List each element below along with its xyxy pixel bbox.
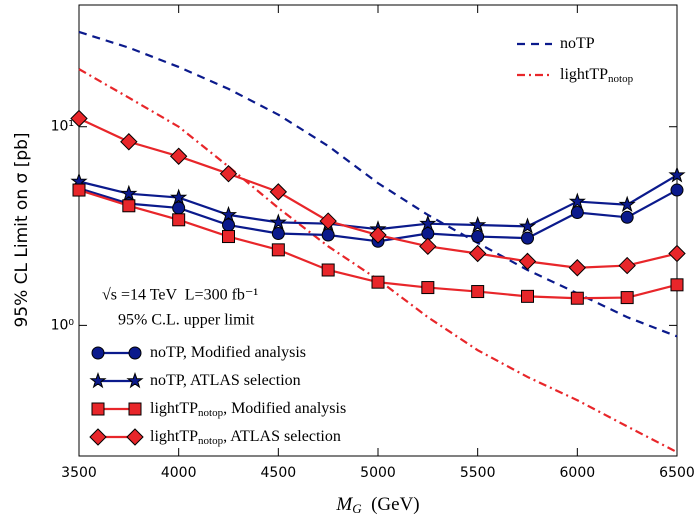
marker xyxy=(72,183,86,197)
x-tick-label: 4000 xyxy=(161,465,197,481)
marker xyxy=(120,133,138,151)
marker xyxy=(570,291,584,305)
marker xyxy=(618,195,636,213)
legend-label: noTP, ATLAS selection xyxy=(150,372,301,389)
marker xyxy=(321,263,335,277)
marker xyxy=(668,166,686,183)
marker xyxy=(518,217,537,234)
legend-name: noTP xyxy=(560,35,595,52)
annotation: 95% C.L. upper limit xyxy=(118,312,255,329)
x-tick-label: 5500 xyxy=(460,465,496,481)
legend-name: noTP xyxy=(150,344,185,361)
marker xyxy=(172,213,186,227)
marker xyxy=(518,252,537,271)
x-label-main: M xyxy=(335,494,353,515)
marker xyxy=(120,184,138,202)
marker xyxy=(670,278,684,292)
marker xyxy=(668,244,686,263)
x-tick-label: 5000 xyxy=(360,465,396,481)
y-axis-label: 95% CL Limit on σ [pb] xyxy=(12,132,32,327)
marker xyxy=(169,147,188,165)
marker xyxy=(521,289,534,303)
legend-marker xyxy=(91,346,105,360)
legend-name: lightTP xyxy=(560,66,608,83)
legend-name: lightTP xyxy=(150,428,198,445)
marker xyxy=(122,199,136,213)
annotation: √s =14 TeV L=300 fb⁻¹ xyxy=(102,287,258,304)
marker xyxy=(468,244,487,263)
y-tick-label: 10⁰ xyxy=(51,317,75,333)
marker xyxy=(219,205,238,223)
legend-marker xyxy=(89,428,107,446)
x-label-sub: G xyxy=(352,501,362,516)
marker xyxy=(670,183,684,197)
marker xyxy=(271,243,285,257)
x-tick-label: 3500 xyxy=(61,465,97,481)
marker xyxy=(469,216,487,233)
marker xyxy=(620,291,634,305)
marker xyxy=(369,226,387,244)
marker xyxy=(219,165,238,183)
marker xyxy=(521,231,534,245)
marker xyxy=(269,183,288,201)
x-label-suffix: (GeV) xyxy=(362,494,420,515)
legend-marker xyxy=(128,402,142,416)
legend-suffix: , Modified analysis xyxy=(223,400,346,417)
legend-marker xyxy=(89,371,107,389)
legend-label: noTP, Modified analysis xyxy=(150,344,306,361)
legend-marker xyxy=(126,371,144,389)
marker xyxy=(568,259,587,277)
x-tick-label: 6000 xyxy=(560,465,596,481)
legend-label: lightTPnotop, ATLAS selection xyxy=(150,428,341,447)
legend-suffix: , ATLAS selection xyxy=(223,428,341,445)
legend-label: lightTPnotop xyxy=(560,66,634,85)
legend-label: lightTPnotop, Modified analysis xyxy=(150,400,346,419)
legend-marker xyxy=(128,346,142,360)
marker xyxy=(568,192,586,209)
marker xyxy=(618,256,636,275)
legend-label: noTP xyxy=(560,35,595,52)
legend-name: lightTP xyxy=(150,400,198,417)
marker xyxy=(419,214,437,231)
y-tick-label: 10¹ xyxy=(51,119,74,135)
x-tick-label: 4500 xyxy=(261,465,297,481)
marker xyxy=(319,212,337,230)
marker xyxy=(222,230,235,244)
marker xyxy=(70,109,88,128)
series-line xyxy=(78,68,678,454)
marker xyxy=(269,213,287,230)
legend-suffix: , Modified analysis xyxy=(183,344,306,361)
marker xyxy=(419,237,437,256)
marker xyxy=(170,188,188,205)
legend-sub: notop xyxy=(198,435,224,447)
legend-marker xyxy=(126,428,144,446)
legend-sub: notop xyxy=(608,73,634,85)
marker xyxy=(321,228,335,242)
marker xyxy=(271,227,285,241)
marker xyxy=(570,206,584,220)
marker xyxy=(371,275,385,289)
marker xyxy=(471,285,485,299)
legend-suffix: , ATLAS selection xyxy=(183,372,301,389)
x-axis-label: MG (GeV) xyxy=(335,494,419,516)
legend-name: noTP xyxy=(150,372,185,389)
marker xyxy=(620,210,634,224)
marker xyxy=(421,281,435,295)
x-tick-label: 6500 xyxy=(659,465,695,481)
legend-sub: notop xyxy=(198,407,224,419)
marker xyxy=(471,230,485,244)
legend-marker xyxy=(91,402,105,416)
